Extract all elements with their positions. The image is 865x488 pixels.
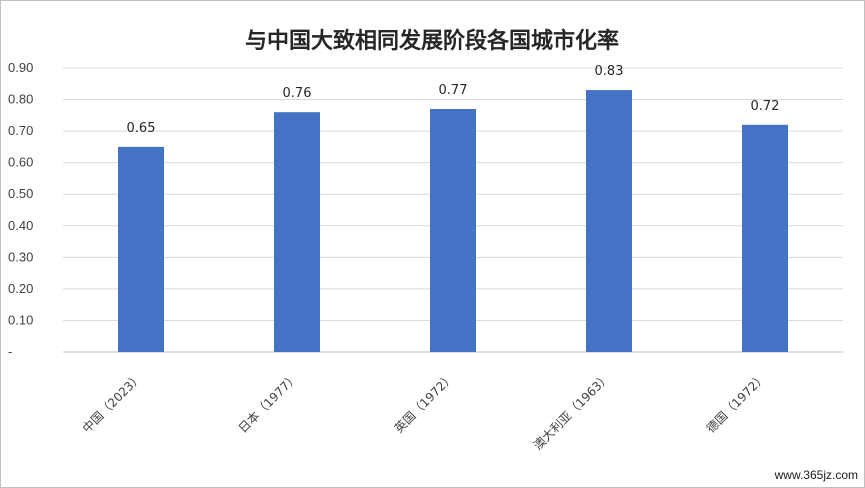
gridlines [63,67,843,353]
bar [586,90,632,352]
bar [118,146,164,352]
watermark-text: www.365jz.com [774,468,858,482]
y-tick-label: - [8,344,12,359]
y-tick-label: 0.20 [8,281,33,296]
bar [274,112,320,352]
x-category-label: 英国（1972） [392,370,457,435]
data-labels: 0.65 0.76 0.77 0.83 0.72 [127,64,780,136]
x-category-label: 日本（1977） [236,370,301,435]
data-label: 0.77 [439,83,468,98]
x-axis-categories: 中国（2023） 日本（1977） 英国（1972） 澳大利亚（1963） 德国（197… [79,370,769,453]
y-axis-ticks: - 0.10 0.20 0.30 0.40 0.50 0.60 0.70 0.80 0.90 [8,60,33,359]
bars [118,90,788,353]
y-tick-label: 0.80 [8,92,33,107]
data-label: 0.76 [283,86,312,101]
x-category-label: 中国（2023） [79,370,145,436]
y-tick-label: 0.70 [8,123,33,138]
data-label: 0.83 [595,64,624,79]
y-tick-label: 0.40 [8,218,33,233]
x-category-label: 澳大利亚（1963） [531,370,613,452]
bar [430,109,476,353]
x-category-label: 德国（1972） [703,370,769,436]
chart-title: 与中国大致相同发展阶段各国城市化率 [245,28,619,54]
y-tick-label: 0.10 [8,312,33,327]
data-label: 0.72 [751,99,780,114]
bar [742,124,788,352]
y-tick-label: 0.60 [8,155,33,170]
y-tick-label: 0.50 [8,186,33,201]
y-tick-label: 0.30 [8,249,33,264]
data-label: 0.65 [127,121,156,136]
y-tick-label: 0.90 [8,60,33,75]
